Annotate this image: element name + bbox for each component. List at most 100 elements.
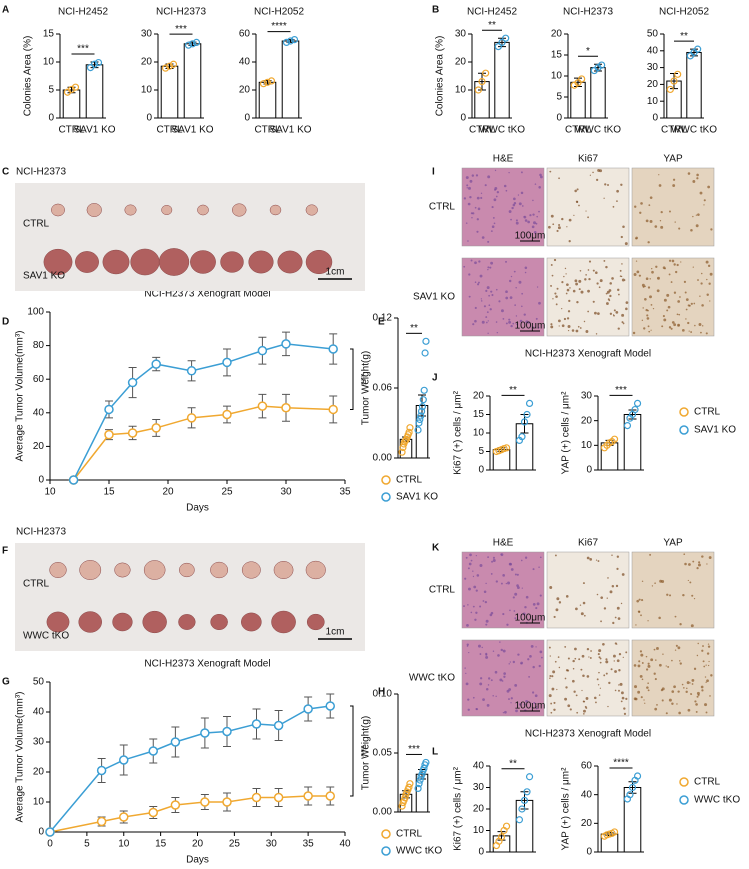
significance-label: ** [680, 31, 688, 42]
cell [467, 587, 471, 591]
cell [487, 240, 490, 243]
cell [468, 186, 471, 190]
tumor [75, 251, 99, 273]
cell [556, 229, 559, 233]
bar [494, 41, 510, 119]
x-tick-label: 20 [192, 839, 204, 850]
cell [524, 271, 527, 274]
cell [618, 669, 621, 672]
tumor [158, 248, 190, 276]
significance-label: *** [354, 373, 365, 385]
cell [641, 319, 644, 322]
cell [466, 187, 468, 189]
cell [495, 321, 498, 323]
cell [666, 593, 669, 596]
y-axis-label: Ki67 (+) cells / μm² [453, 390, 464, 475]
cell [702, 325, 704, 327]
cell [484, 184, 487, 187]
cell [478, 281, 480, 284]
tumor [102, 249, 130, 275]
data-point [417, 412, 425, 420]
cell [706, 652, 710, 655]
y-tick-label: 0 [38, 827, 44, 838]
cell [558, 666, 561, 669]
data-point [96, 816, 107, 827]
row-label: SAV1 KO [413, 292, 455, 303]
cell [533, 221, 536, 225]
data-point [68, 475, 79, 485]
cell [707, 645, 711, 648]
cell [512, 596, 515, 599]
legend-label: CTRL [694, 407, 721, 418]
x-tick-label: CTRL [254, 125, 281, 136]
y-tick-label: 30 [473, 782, 485, 793]
x-tick-label: 20 [162, 487, 174, 498]
data-point [328, 344, 338, 354]
cell [619, 275, 622, 277]
legend-marker [679, 795, 689, 805]
cell [622, 656, 624, 658]
cell [557, 656, 560, 658]
cell [468, 295, 471, 298]
data-point [151, 423, 161, 433]
cell [600, 596, 604, 599]
y-tick-label: 20 [141, 57, 153, 68]
tumor [241, 612, 262, 632]
cell [519, 319, 523, 323]
cell [599, 687, 601, 689]
cell [636, 599, 640, 603]
cell [516, 584, 519, 587]
cell [493, 198, 497, 202]
cell [691, 678, 695, 682]
data-point [398, 448, 406, 456]
data-point [523, 410, 531, 419]
cell [505, 322, 508, 325]
cell [554, 660, 557, 663]
cell [553, 701, 556, 704]
cell [510, 324, 513, 328]
cell [683, 687, 685, 689]
cell [599, 169, 603, 173]
cell [709, 272, 713, 276]
y-tick-label: 5 [478, 446, 484, 457]
row-label: SAV1 KO [23, 271, 65, 282]
cell [647, 325, 650, 328]
cell [516, 323, 519, 326]
cell [607, 184, 609, 186]
cell [527, 220, 530, 224]
y-tick-label: 10 [33, 797, 45, 808]
data-point [474, 86, 482, 94]
cell [621, 321, 624, 324]
photo [15, 543, 365, 651]
x-tick-label: 10 [44, 487, 56, 498]
cell [586, 675, 590, 678]
cell [704, 703, 708, 707]
bar [160, 65, 179, 119]
data-point [482, 69, 490, 77]
panel-letter: D [2, 317, 9, 328]
y-tick-label: 60 [33, 374, 45, 385]
cell [588, 277, 591, 281]
cell [705, 664, 707, 666]
chart-title: NCI-H2452 [58, 7, 108, 18]
cell [688, 563, 691, 566]
y-tick-label: 100 [27, 307, 44, 318]
y-tick-label: 20 [33, 767, 45, 778]
cell [702, 660, 705, 663]
cell [682, 593, 685, 597]
cell [505, 296, 509, 300]
cell [582, 700, 585, 703]
data-point [414, 784, 422, 793]
cell [509, 296, 513, 299]
cell [706, 293, 709, 296]
cell [605, 658, 608, 661]
cell [683, 553, 686, 556]
cell [620, 183, 623, 186]
cell [633, 697, 637, 701]
cell [607, 705, 609, 708]
cell [487, 677, 491, 680]
data-point [419, 396, 427, 404]
data-point [502, 444, 511, 452]
cell [644, 702, 646, 704]
legend-label: CTRL [396, 475, 423, 486]
